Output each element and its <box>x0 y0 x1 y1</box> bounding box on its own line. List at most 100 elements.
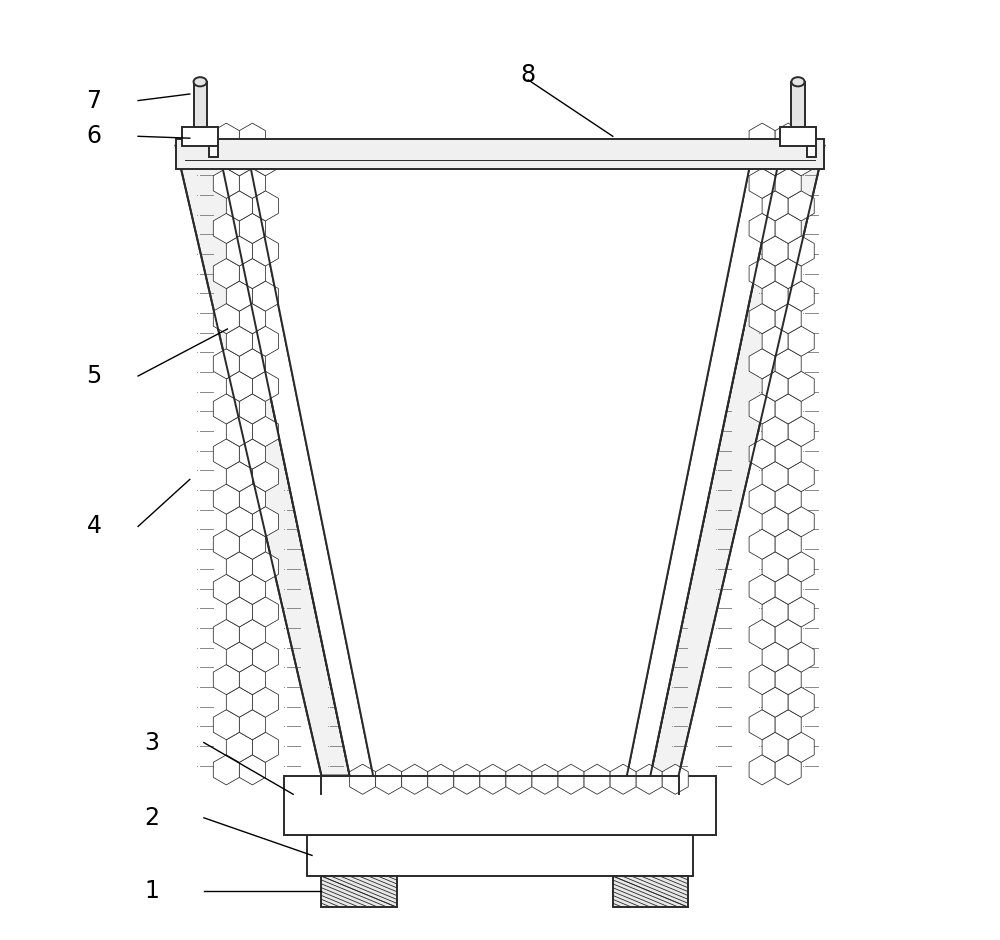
Polygon shape <box>762 326 788 356</box>
Polygon shape <box>239 529 265 559</box>
Polygon shape <box>252 597 278 627</box>
Polygon shape <box>532 764 558 794</box>
Polygon shape <box>252 552 278 582</box>
Polygon shape <box>239 168 265 198</box>
Polygon shape <box>239 484 265 514</box>
Polygon shape <box>662 764 688 794</box>
Polygon shape <box>252 146 278 176</box>
Polygon shape <box>788 732 814 762</box>
Polygon shape <box>762 507 788 537</box>
Polygon shape <box>252 416 278 446</box>
Bar <box>791 82 805 127</box>
Polygon shape <box>627 146 782 776</box>
Text: 8: 8 <box>521 63 536 87</box>
Polygon shape <box>788 371 814 401</box>
Polygon shape <box>226 687 252 717</box>
Polygon shape <box>636 764 662 794</box>
Polygon shape <box>239 619 265 650</box>
Polygon shape <box>239 213 265 243</box>
Polygon shape <box>252 732 278 762</box>
Polygon shape <box>775 394 801 424</box>
Polygon shape <box>788 462 814 492</box>
Polygon shape <box>788 281 814 311</box>
Polygon shape <box>252 642 278 672</box>
Polygon shape <box>480 764 506 794</box>
Polygon shape <box>762 146 788 176</box>
Polygon shape <box>775 439 801 469</box>
Polygon shape <box>788 597 814 627</box>
Polygon shape <box>775 123 801 153</box>
Polygon shape <box>762 371 788 401</box>
Polygon shape <box>239 439 265 469</box>
Bar <box>194 82 207 127</box>
Polygon shape <box>788 642 814 672</box>
Polygon shape <box>788 416 814 446</box>
Polygon shape <box>213 665 239 695</box>
Text: 1: 1 <box>145 879 160 903</box>
Polygon shape <box>788 552 814 582</box>
Polygon shape <box>252 507 278 537</box>
Polygon shape <box>350 776 650 794</box>
Bar <box>307 835 693 876</box>
Polygon shape <box>213 484 239 514</box>
Polygon shape <box>749 349 775 379</box>
Polygon shape <box>749 304 775 334</box>
Polygon shape <box>239 394 265 424</box>
Polygon shape <box>749 484 775 514</box>
Polygon shape <box>506 764 532 794</box>
Bar <box>284 776 716 835</box>
Bar <box>321 876 397 907</box>
Polygon shape <box>226 191 252 221</box>
Polygon shape <box>252 281 278 311</box>
Polygon shape <box>239 710 265 740</box>
Polygon shape <box>239 665 265 695</box>
Polygon shape <box>226 326 252 356</box>
Polygon shape <box>239 349 265 379</box>
Polygon shape <box>762 416 788 446</box>
Polygon shape <box>402 764 428 794</box>
Polygon shape <box>213 619 239 650</box>
Polygon shape <box>749 439 775 469</box>
Ellipse shape <box>791 77 805 86</box>
Polygon shape <box>226 236 252 266</box>
Polygon shape <box>775 258 801 289</box>
Polygon shape <box>762 236 788 266</box>
Polygon shape <box>252 371 278 401</box>
Polygon shape <box>218 146 373 776</box>
Polygon shape <box>213 258 239 289</box>
Polygon shape <box>252 236 278 266</box>
Polygon shape <box>213 439 239 469</box>
Text: 5: 5 <box>86 364 102 388</box>
Polygon shape <box>226 462 252 492</box>
Polygon shape <box>252 687 278 717</box>
Polygon shape <box>775 484 801 514</box>
Polygon shape <box>749 394 775 424</box>
Polygon shape <box>775 349 801 379</box>
Polygon shape <box>226 507 252 537</box>
Polygon shape <box>226 371 252 401</box>
Polygon shape <box>226 552 252 582</box>
Polygon shape <box>788 326 814 356</box>
Polygon shape <box>788 191 814 221</box>
Polygon shape <box>213 394 239 424</box>
Polygon shape <box>762 597 788 627</box>
Polygon shape <box>428 764 454 794</box>
Polygon shape <box>762 281 788 311</box>
Polygon shape <box>239 304 265 334</box>
Polygon shape <box>252 191 278 221</box>
Polygon shape <box>239 755 265 785</box>
Polygon shape <box>252 326 278 356</box>
Polygon shape <box>239 574 265 604</box>
Polygon shape <box>558 764 584 794</box>
Polygon shape <box>176 146 350 776</box>
Polygon shape <box>213 574 239 604</box>
Ellipse shape <box>194 77 207 86</box>
Polygon shape <box>749 258 775 289</box>
Polygon shape <box>762 552 788 582</box>
Polygon shape <box>749 710 775 740</box>
Polygon shape <box>226 732 252 762</box>
Polygon shape <box>788 507 814 537</box>
Polygon shape <box>226 642 252 672</box>
Polygon shape <box>749 755 775 785</box>
Polygon shape <box>246 146 754 776</box>
